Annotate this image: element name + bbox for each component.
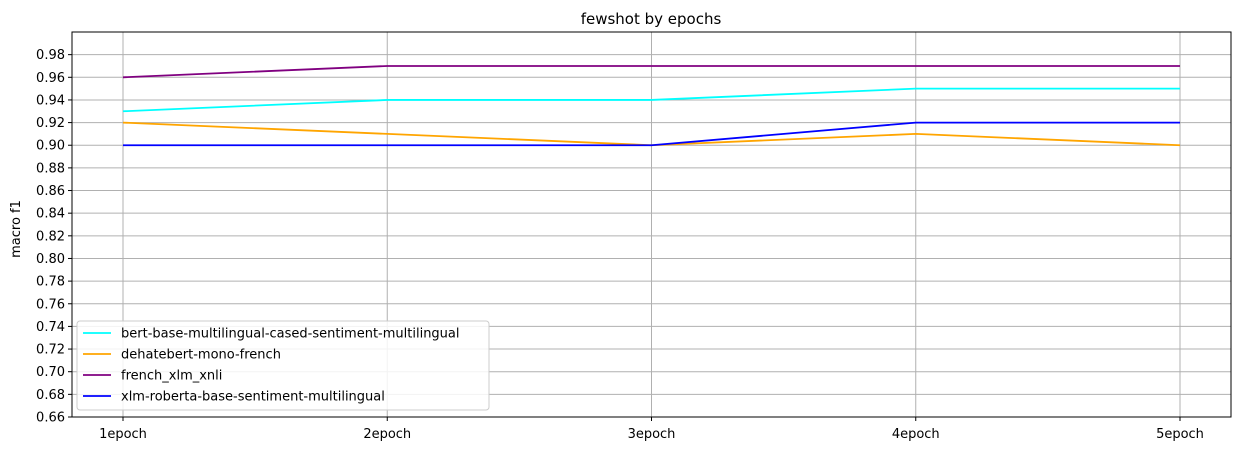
legend: bert-base-multilingual-cased-sentiment-m… <box>76 320 490 411</box>
axis-ticks: 0.66 0.68 0.70 0.72 0.74 0.76 0.78 0.80 0.82 0.84… <box>36 48 1204 442</box>
series-lines <box>122 65 1181 147</box>
y-tick-label: 0.98 <box>36 48 65 63</box>
x-tick-label: 5epoch <box>1156 427 1204 442</box>
x-tick-label: 1epoch <box>99 427 147 442</box>
legend-label: dehatebert-mono-french <box>121 348 281 363</box>
y-tick-label: 0.78 <box>36 275 65 290</box>
legend-label: french_xlm_xnli <box>121 369 222 384</box>
legend-label: xlm-roberta-base-sentiment-multilingual <box>121 390 385 405</box>
series-line-3 <box>123 121 1180 147</box>
y-tick-label: 0.68 <box>36 388 65 403</box>
legend-label: bert-base-multilingual-cased-sentiment-m… <box>121 327 460 342</box>
y-tick-label: 0.82 <box>36 229 65 244</box>
chart-title: fewshot by epochs <box>581 10 722 28</box>
y-tick-label: 0.72 <box>36 343 65 358</box>
y-axis-label: macro f1 <box>9 200 24 258</box>
y-tick-label: 0.94 <box>36 93 65 108</box>
legend-box <box>76 320 490 411</box>
x-tick-label: 3epoch <box>628 427 676 442</box>
y-tick-label: 0.96 <box>36 71 65 86</box>
y-tick-label: 0.86 <box>36 184 65 199</box>
x-tick-label: 2epoch <box>363 427 411 442</box>
y-tick-label: 0.76 <box>36 297 65 312</box>
y-tick-label: 0.88 <box>36 161 65 176</box>
series-line-2 <box>122 65 1180 79</box>
y-tick-label: 0.66 <box>36 411 65 426</box>
y-tick-label: 0.80 <box>36 252 65 267</box>
y-tick-label: 0.70 <box>36 365 65 380</box>
y-tick-label: 0.92 <box>36 116 65 131</box>
y-tick-label: 0.90 <box>36 139 65 154</box>
series-line-0 <box>122 87 1180 113</box>
y-tick-label: 0.74 <box>36 320 65 335</box>
y-tick-label: 0.84 <box>36 207 65 222</box>
x-tick-label: 4epoch <box>892 427 940 442</box>
